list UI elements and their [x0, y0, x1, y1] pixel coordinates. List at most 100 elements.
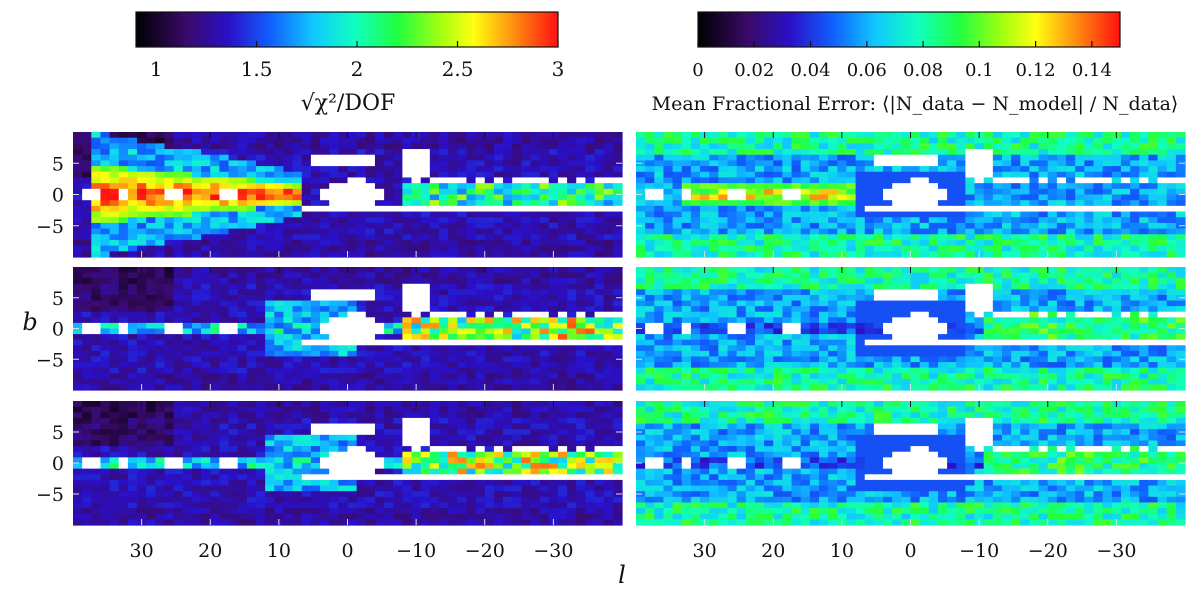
heatmap-cell [672, 160, 683, 167]
heatmap-cell [329, 205, 339, 213]
heatmap-cell [118, 222, 129, 230]
heatmap-cell [173, 149, 184, 156]
heatmap-cell [681, 211, 692, 218]
heatmap-cell [690, 200, 701, 207]
heatmap-cell [594, 171, 605, 179]
heatmap-cell [745, 200, 756, 207]
heatmap-cell [237, 267, 248, 274]
heatmap-cell [374, 350, 385, 358]
heatmap-cell [539, 143, 550, 150]
heatmap-cell [1020, 205, 1031, 213]
heatmap-cell [429, 200, 440, 207]
heatmap-cell [109, 217, 120, 224]
heatmap-cell [1157, 222, 1168, 230]
heatmap-cell [73, 171, 83, 179]
heatmap-cell [402, 200, 413, 207]
heatmap-cell [548, 283, 559, 290]
heatmap-cell [448, 384, 458, 391]
heatmap-cell [557, 188, 568, 196]
heatmap-cell [173, 228, 184, 235]
heatmap-cell [681, 200, 692, 207]
heatmap-cell [457, 188, 468, 196]
heatmap-cell [690, 356, 701, 363]
heatmap-cell [819, 217, 829, 224]
heatmap-cell [672, 149, 683, 156]
heatmap-cell [475, 177, 486, 184]
heatmap-cell [1130, 137, 1140, 144]
heatmap-cell [956, 367, 966, 374]
heatmap-cell [484, 137, 495, 144]
heatmap-cell [937, 328, 948, 335]
heatmap-cell [365, 149, 376, 156]
heatmap-cell [329, 239, 339, 247]
heatmap-cell [365, 272, 376, 279]
heatmap-cell [1029, 200, 1040, 207]
heatmap-cell [855, 188, 866, 196]
heatmap-cell [118, 171, 129, 179]
heatmap-cell [1139, 177, 1149, 184]
heatmap-cell [654, 166, 665, 173]
heatmap-cell [603, 356, 614, 363]
heatmap-cell [654, 289, 665, 296]
heatmap-cell [201, 222, 211, 230]
heatmap-cell [846, 154, 857, 162]
heatmap-cell [109, 149, 120, 156]
heatmap-cell [965, 137, 976, 144]
heatmap-cell [1175, 132, 1186, 139]
heatmap-cell [1002, 362, 1012, 369]
heatmap-cell [182, 345, 193, 352]
heatmap-cell [237, 317, 248, 324]
heatmap-cell [548, 322, 559, 330]
heatmap-cell [310, 317, 321, 324]
heatmap-cell [800, 205, 811, 213]
heatmap-cell [109, 278, 120, 285]
heatmap-cell [773, 137, 783, 144]
heatmap-cell [219, 143, 230, 150]
heatmap-cell [727, 350, 738, 358]
heatmap-cell [956, 322, 966, 330]
heatmap-cell [265, 234, 275, 241]
heatmap-cell [548, 294, 559, 302]
heatmap-cell [567, 166, 577, 173]
heatmap-cell [645, 339, 655, 346]
heatmap-cell [983, 272, 994, 279]
heatmap-cell [338, 194, 349, 201]
heatmap-cell [457, 211, 468, 218]
heatmap-cell [265, 222, 275, 230]
heatmap-cell [910, 171, 921, 179]
heatmap-cell [791, 188, 802, 196]
heatmap-cell [764, 171, 774, 179]
heatmap-cell [393, 171, 403, 179]
heatmap-cell [745, 272, 756, 279]
heatmap-cell [109, 245, 120, 252]
heatmap-cell [365, 251, 376, 258]
heatmap-cell [594, 245, 605, 252]
heatmap-cell [764, 373, 774, 380]
heatmap-cell [329, 362, 339, 369]
heatmap-cell [475, 171, 486, 179]
heatmap-cell [883, 373, 893, 380]
heatmap-cell [636, 384, 646, 391]
heatmap-cell [219, 137, 230, 144]
heatmap-cell [127, 137, 138, 144]
heatmap-cell [1002, 205, 1012, 213]
heatmap-cell [919, 228, 930, 235]
heatmap-cell [283, 350, 294, 358]
heatmap-cell [164, 217, 175, 224]
heatmap-cell [1148, 137, 1159, 144]
heatmap-cell [727, 245, 738, 252]
heatmap-cell [228, 143, 239, 150]
heatmap-cell [782, 228, 793, 235]
heatmap-cell [155, 373, 166, 380]
heatmap-cell [557, 373, 568, 380]
heatmap-cell [764, 160, 774, 167]
heatmap-cell [420, 345, 431, 352]
heatmap-cell [828, 334, 838, 341]
heatmap-cell [654, 149, 665, 156]
heatmap-cell [567, 137, 577, 144]
heatmap-cell [448, 239, 458, 247]
heatmap-cell [594, 306, 605, 313]
heatmap-cell [956, 234, 966, 241]
heatmap-cell [1111, 160, 1122, 167]
heatmap-cell [310, 356, 321, 363]
